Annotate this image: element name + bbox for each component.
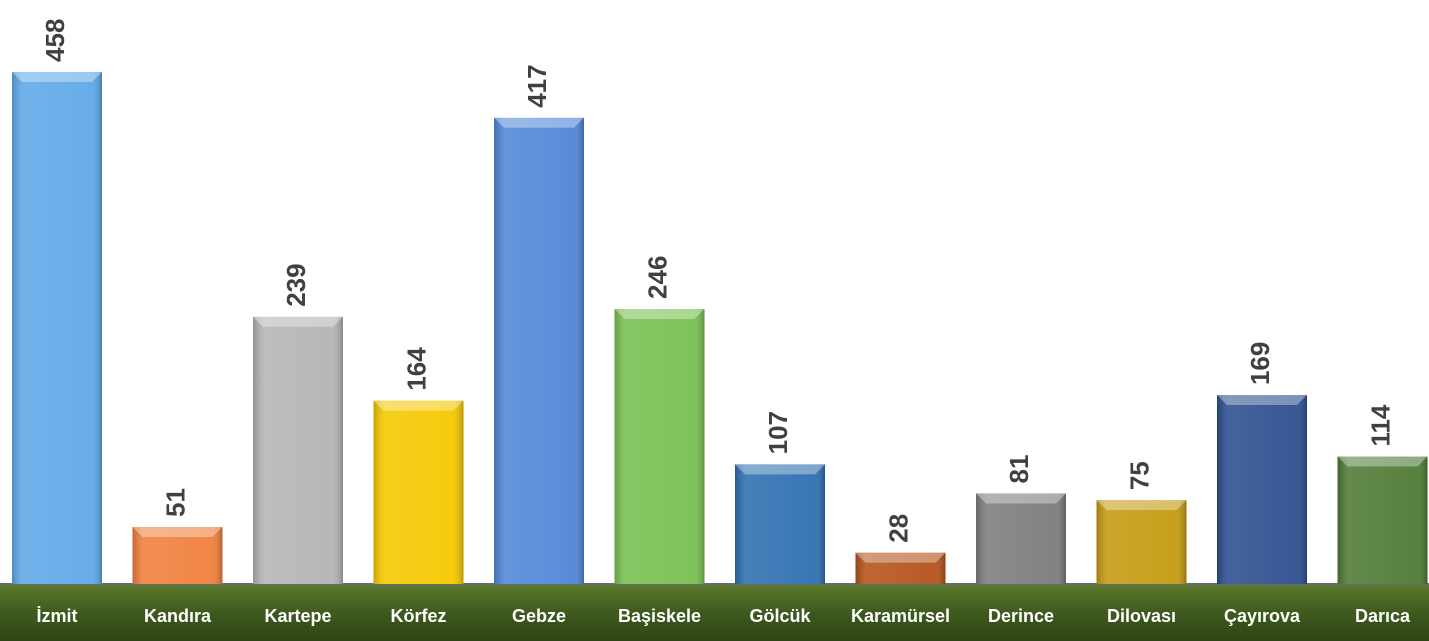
bar-shade bbox=[735, 464, 825, 584]
bar-bevel bbox=[856, 553, 946, 563]
x-tick-label: Gebze bbox=[512, 606, 566, 626]
bar-shade bbox=[253, 317, 343, 584]
x-tick-label: İzmit bbox=[36, 606, 77, 626]
value-label: 169 bbox=[1245, 342, 1275, 385]
bar-bevel bbox=[133, 527, 223, 537]
bar-shade bbox=[1097, 500, 1187, 584]
bar-bevel bbox=[494, 118, 584, 128]
x-tick-label: Kandıra bbox=[144, 606, 212, 626]
value-label: 239 bbox=[281, 263, 311, 306]
x-tick-label: Kartepe bbox=[264, 606, 331, 626]
bar-bevel bbox=[253, 317, 343, 327]
bar-bevel bbox=[1338, 457, 1428, 467]
value-label: 51 bbox=[160, 488, 190, 517]
bar-shade bbox=[1217, 395, 1307, 584]
bar-bevel bbox=[374, 401, 464, 411]
bar-shade bbox=[1338, 457, 1428, 584]
chart: 458 İzmit 51 Kandıra 239 Kartepe 164 Körfez 417 G… bbox=[0, 0, 1429, 641]
x-tick-label: Darıca bbox=[1355, 606, 1411, 626]
bar-bevel bbox=[12, 72, 102, 82]
value-label: 246 bbox=[642, 256, 672, 299]
x-tick-label: Gölcük bbox=[749, 606, 811, 626]
bar-bevel bbox=[1217, 395, 1307, 405]
x-tick-label: Çayırova bbox=[1224, 606, 1301, 626]
value-label: 458 bbox=[40, 19, 70, 62]
value-label: 81 bbox=[1004, 455, 1034, 484]
bar-bevel bbox=[615, 309, 705, 319]
bar-shade bbox=[12, 72, 102, 584]
bar-shade bbox=[374, 401, 464, 584]
value-label: 417 bbox=[522, 64, 552, 107]
value-label: 107 bbox=[763, 411, 793, 454]
x-tick-label: Körfez bbox=[390, 606, 446, 626]
value-label: 75 bbox=[1124, 461, 1154, 490]
bar-shade bbox=[615, 309, 705, 584]
bar-shade bbox=[976, 493, 1066, 584]
x-tick-label: Derince bbox=[988, 606, 1054, 626]
bar-bevel bbox=[735, 464, 825, 474]
x-tick-label: Dilovası bbox=[1107, 606, 1176, 626]
bar-bevel bbox=[1097, 500, 1187, 510]
bar-bevel bbox=[976, 493, 1066, 503]
value-label: 164 bbox=[401, 347, 431, 391]
bar-shade bbox=[494, 118, 584, 584]
value-label: 114 bbox=[1365, 404, 1395, 446]
x-tick-label: Başiskele bbox=[618, 606, 701, 626]
x-tick-label: Karamürsel bbox=[851, 606, 950, 626]
value-label: 28 bbox=[883, 514, 913, 543]
ground-strip bbox=[0, 584, 1429, 641]
